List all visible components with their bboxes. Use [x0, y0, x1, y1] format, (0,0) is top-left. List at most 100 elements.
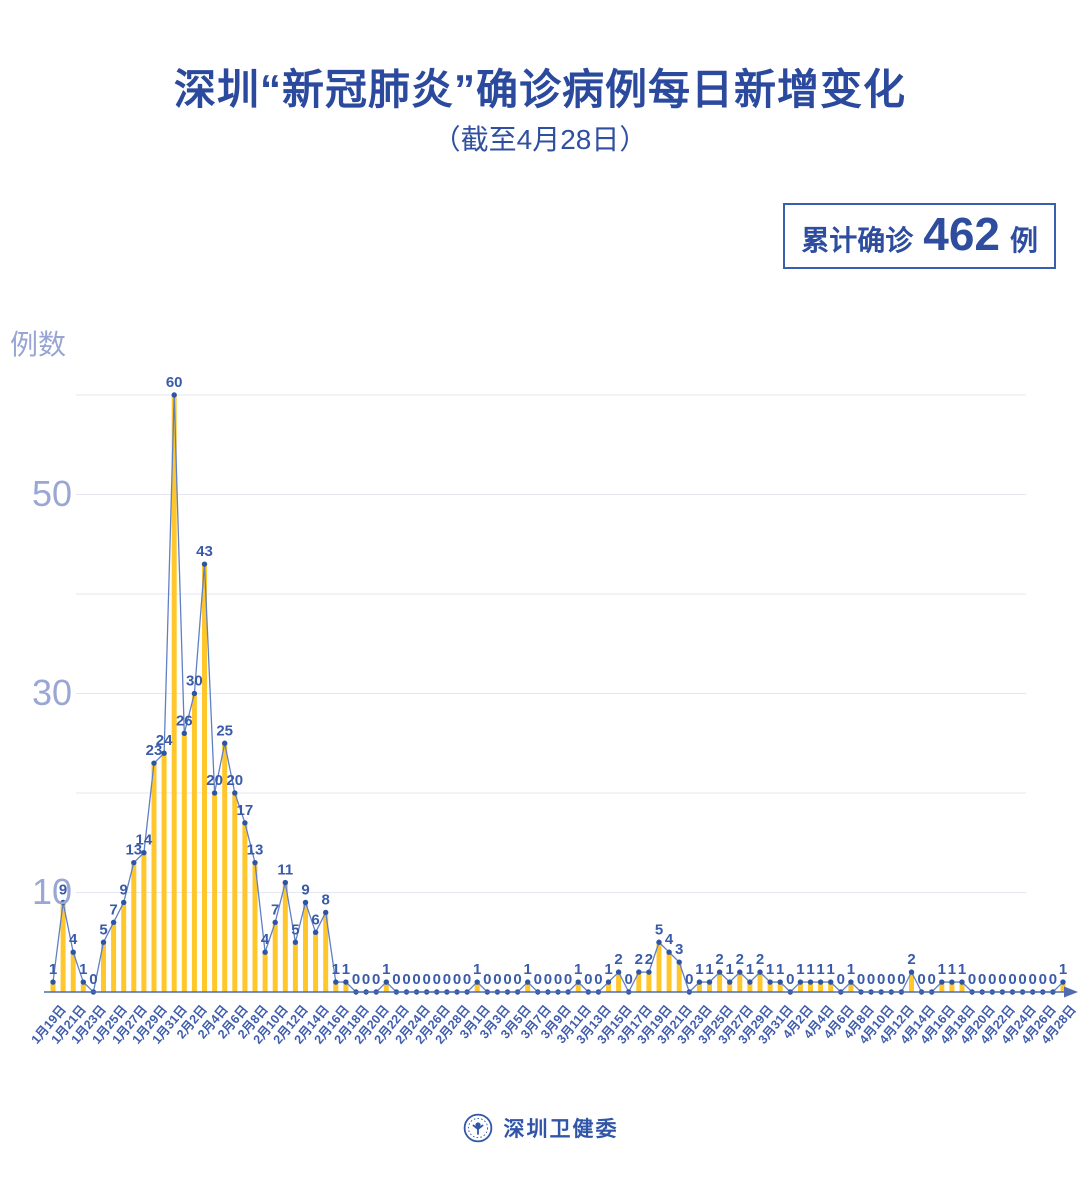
point-value-label: 1: [79, 961, 87, 978]
point-value-label: 0: [503, 971, 511, 988]
bar: [80, 982, 86, 992]
data-point: [272, 919, 278, 926]
bar: [272, 922, 278, 992]
data-point: [141, 850, 147, 856]
point-value-label: 1: [847, 961, 855, 978]
point-value-label: 1: [49, 961, 57, 978]
bar: [343, 982, 349, 992]
bar: [333, 982, 339, 992]
bar: [292, 942, 298, 992]
bar: [383, 982, 389, 992]
point-value-label: 4: [69, 931, 78, 948]
bar: [181, 733, 187, 992]
bar: [131, 862, 137, 992]
point-value-label: 0: [917, 971, 925, 988]
data-point: [525, 979, 531, 985]
point-value-label: 0: [887, 971, 895, 988]
point-value-label: 0: [352, 971, 360, 988]
point-value-label: 1: [938, 961, 946, 978]
bar: [525, 982, 531, 992]
x-axis: [44, 986, 1078, 998]
data-point: [716, 969, 723, 975]
data-point: [100, 939, 107, 945]
point-value-label: 60: [166, 374, 183, 391]
data-point: [121, 899, 127, 906]
data-point: [211, 790, 218, 796]
data-point: [110, 919, 117, 926]
footer-brand: 深圳卫健委: [503, 1118, 619, 1141]
point-value-label: 9: [59, 881, 67, 898]
data-points: [50, 392, 1066, 995]
point-value-label: 0: [554, 971, 562, 988]
point-value-label: 2: [645, 951, 653, 968]
data-point: [60, 899, 66, 906]
shenzhen-whc-logo: [463, 1113, 492, 1143]
point-value-label: 0: [423, 971, 431, 988]
point-value-label: 0: [837, 971, 845, 988]
bar: [60, 902, 66, 992]
point-value-label: 2: [736, 951, 744, 968]
data-point: [80, 979, 87, 985]
point-value-label: 5: [291, 921, 299, 938]
bar: [828, 982, 834, 992]
bar: [50, 982, 56, 992]
point-value-label: 7: [271, 901, 279, 918]
point-value-label: 23: [146, 742, 163, 759]
point-value-label: 2: [907, 951, 915, 968]
bar: [101, 942, 106, 992]
point-value-label: 4: [261, 931, 270, 948]
point-value-label: 0: [1039, 971, 1047, 988]
badge-value: 462: [923, 208, 1000, 260]
point-value-label: 1: [726, 961, 734, 978]
bar: [818, 982, 824, 992]
bar: [808, 982, 813, 992]
point-value-label: 0: [1008, 971, 1016, 988]
data-point: [1060, 979, 1066, 985]
point-value-label: 1: [1059, 961, 1067, 978]
page-title: 深圳“新冠肺炎”确诊病例每日新增变化: [173, 66, 906, 113]
bar: [909, 972, 914, 992]
point-value-label: 1: [604, 961, 612, 978]
bar: [191, 693, 197, 992]
data-point: [343, 979, 349, 985]
cumulative-total-badge: 累计确诊 462 例: [783, 203, 1056, 269]
data-point: [474, 979, 480, 985]
data-point: [312, 929, 319, 935]
data-point: [171, 392, 177, 398]
data-point: [131, 859, 137, 866]
point-value-label: 0: [786, 971, 794, 988]
point-value-label: 1: [746, 961, 754, 978]
bar: [222, 743, 228, 992]
data-point: [767, 979, 773, 985]
point-value-label: 8: [322, 891, 330, 908]
point-value-label: 0: [463, 971, 471, 988]
point-value-label: 0: [362, 971, 370, 988]
point-value-label: 3: [675, 941, 683, 958]
bar: [676, 962, 682, 992]
data-point: [232, 790, 238, 796]
badge-label: 累计确诊: [801, 225, 914, 256]
data-point: [828, 979, 834, 985]
point-value-label: 1: [766, 961, 774, 978]
bar: [151, 763, 157, 992]
point-value-label: 0: [493, 971, 501, 988]
point-value-label: 11: [277, 862, 293, 879]
data-point: [70, 949, 76, 955]
point-value-label: 1: [827, 961, 835, 978]
bar: [575, 982, 581, 992]
data-point: [939, 979, 945, 985]
bar: [747, 982, 753, 992]
point-value-label: 13: [247, 842, 264, 859]
point-value-label: 0: [402, 971, 410, 988]
point-value-label: 0: [897, 971, 905, 988]
point-value-label: 2: [614, 951, 622, 968]
data-point: [292, 939, 299, 945]
point-value-label: 0: [867, 971, 875, 988]
data-point: [222, 740, 228, 746]
data-point: [575, 979, 581, 985]
bar: [797, 982, 803, 992]
point-value-label: 0: [453, 971, 461, 988]
bar: [949, 982, 955, 992]
data-point: [50, 979, 56, 985]
data-point: [262, 949, 268, 955]
